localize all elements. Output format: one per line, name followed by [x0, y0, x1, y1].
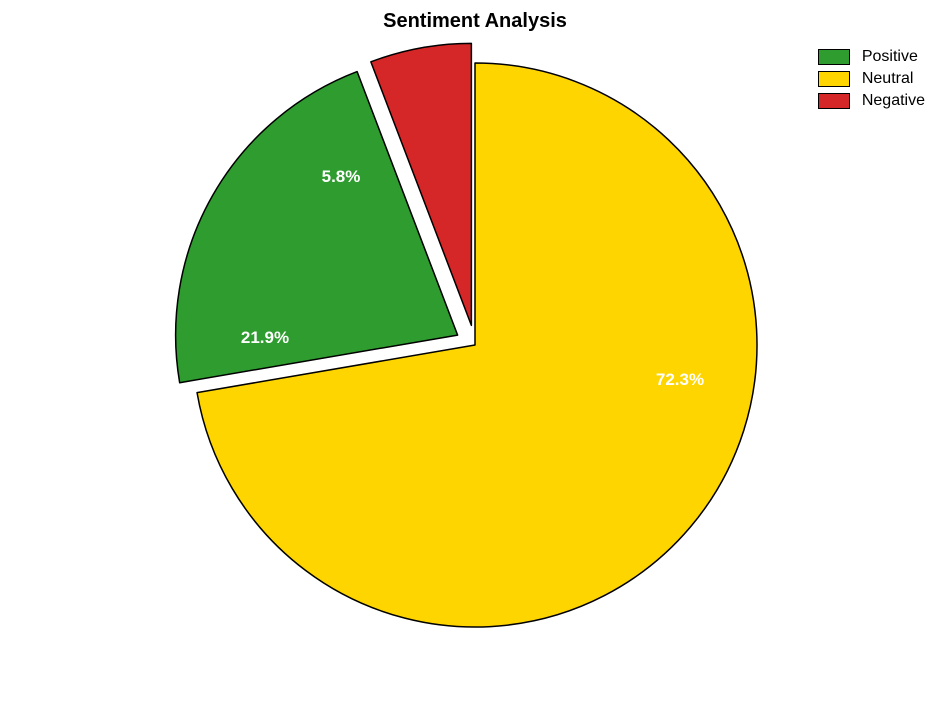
legend-label-negative: Negative [862, 92, 925, 110]
legend-item-neutral: Neutral [818, 70, 925, 88]
slice-label-negative: 5.8% [322, 167, 361, 187]
legend-label-positive: Positive [862, 48, 918, 66]
pie-svg [0, 40, 950, 700]
legend-item-positive: Positive [818, 48, 925, 66]
legend-swatch-negative [818, 93, 850, 109]
chart-title: Sentiment Analysis [383, 10, 567, 33]
pie-chart: 72.3% 21.9% 5.8% [0, 40, 950, 660]
legend-swatch-neutral [818, 71, 850, 87]
legend: Positive Neutral Negative [818, 48, 925, 114]
slice-label-positive: 21.9% [241, 328, 289, 348]
legend-label-neutral: Neutral [862, 70, 914, 88]
legend-item-negative: Negative [818, 92, 925, 110]
legend-swatch-positive [818, 49, 850, 65]
slice-label-neutral: 72.3% [656, 370, 704, 390]
